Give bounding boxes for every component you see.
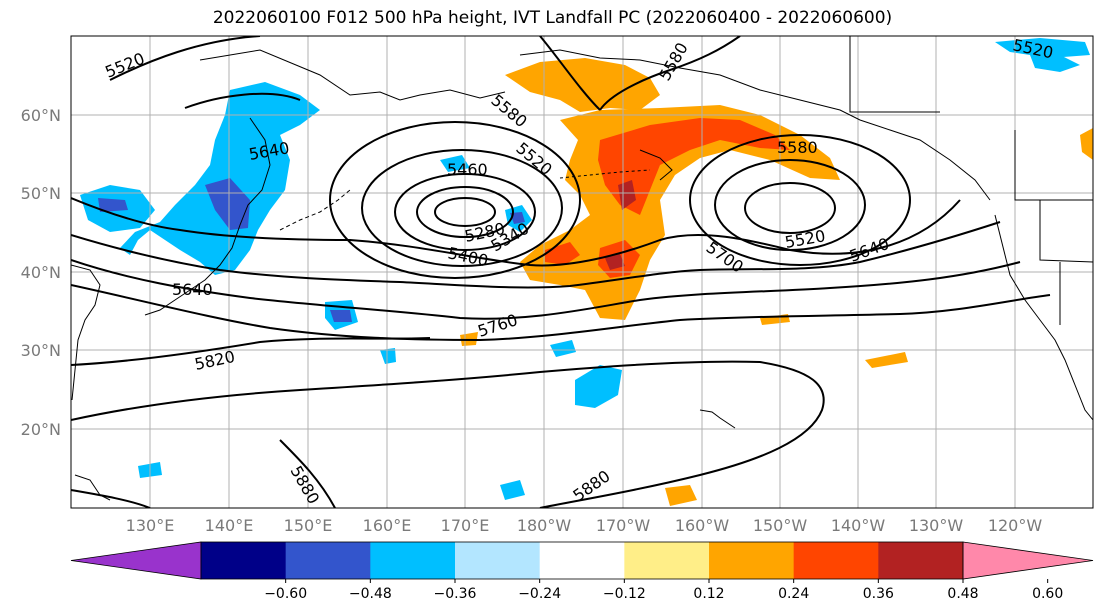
colorbar-cell: [624, 542, 710, 579]
map-plot-area: 5520 5640 5460 5580 5520 5280 5340 5400 …: [71, 36, 1093, 508]
colorbar-cell: [793, 542, 879, 579]
colorbar-tick-label: −0.36: [434, 586, 477, 601]
colorbar-cell: [539, 542, 625, 579]
colorbar-tick-label: 0.48: [947, 586, 978, 601]
lon-label: 140°E: [205, 516, 254, 535]
colorbar-tick-label: 0.12: [693, 586, 724, 601]
lat-label: 20°N: [21, 420, 61, 439]
longitude-labels: 130°E 140°E 150°E 160°E 170°E 180°W 170°…: [126, 516, 1043, 535]
colorbar-cell: [709, 542, 795, 579]
colorbar-cell: [455, 542, 541, 579]
lon-label: 170°E: [441, 516, 490, 535]
ivt-negative-shading: [80, 38, 1090, 500]
colorbar-cell: [878, 542, 964, 579]
lon-label: 150°E: [284, 516, 333, 535]
colorbar-outline: [200, 541, 964, 580]
lat-label: 40°N: [21, 263, 61, 282]
colorbar-tick-label: −0.12: [603, 586, 646, 601]
colorbar: [70, 541, 1094, 580]
lon-label: 160°W: [675, 516, 730, 535]
colorbar-tick-label: 0.24: [778, 586, 809, 601]
colorbar-tick-label: 0.60: [1032, 586, 1063, 601]
colorbar-cell: [201, 542, 287, 579]
lon-label: 140°W: [831, 516, 886, 535]
contour-label: 5580: [777, 138, 818, 157]
coastlines: [71, 36, 1093, 501]
height-contours: [71, 36, 1051, 508]
lon-label: 160°E: [363, 516, 412, 535]
lat-label: 50°N: [21, 184, 61, 203]
colorbar-tick-label: 0.36: [863, 586, 894, 601]
colorbar-extend-high: [962, 541, 1094, 580]
contour-label: 5640: [172, 280, 213, 299]
lat-label: 60°N: [21, 106, 61, 125]
latitude-labels: 60°N 50°N 40°N 30°N 20°N: [21, 106, 61, 439]
lon-label: 130°W: [909, 516, 964, 535]
colorbar-cell: [285, 542, 371, 579]
lon-label: 150°W: [753, 516, 808, 535]
lon-label: 130°E: [126, 516, 175, 535]
lon-label: 120°W: [988, 516, 1043, 535]
lat-label: 30°N: [21, 341, 61, 360]
colorbar-cell: [370, 542, 456, 579]
lon-label: 170°W: [596, 516, 651, 535]
contour-label: 5460: [447, 160, 488, 179]
map-frame: [70, 35, 1094, 509]
colorbar-tick-label: −0.24: [518, 586, 561, 601]
lon-label: 180°W: [517, 516, 572, 535]
colorbar-tick-labels: −0.60 −0.48 −0.36 −0.24 −0.12 0.12 0.24 0.36 0.4…: [264, 579, 1063, 601]
colorbar-tick-label: −0.48: [349, 586, 392, 601]
colorbar-extend-low: [70, 541, 202, 580]
colorbar-tick-label: −0.60: [264, 586, 307, 601]
chart-title: 2022060100 F012 500 hPa height, IVT Land…: [212, 8, 893, 28]
